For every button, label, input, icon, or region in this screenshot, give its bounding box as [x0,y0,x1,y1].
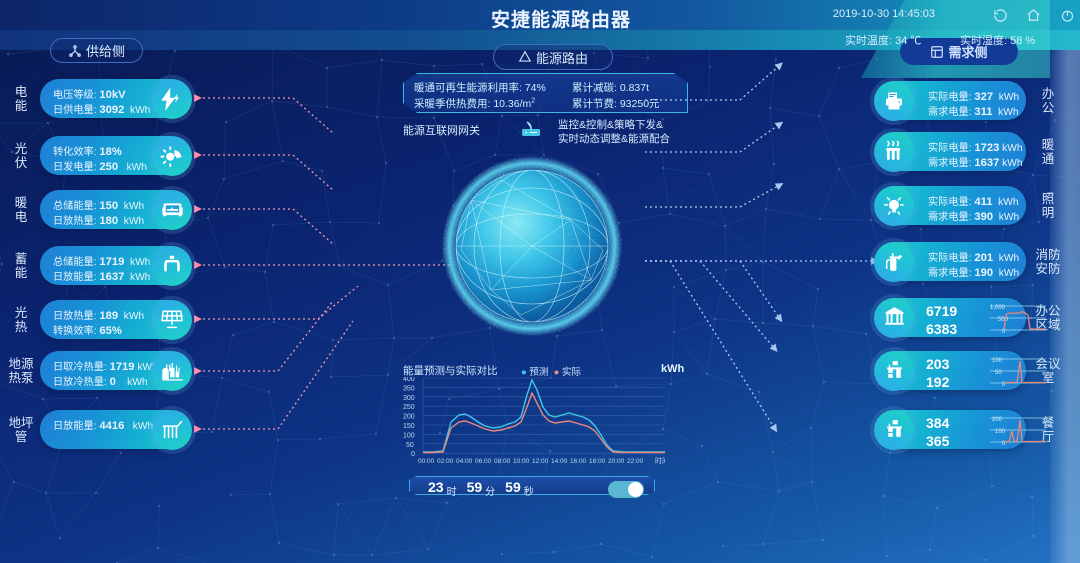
svg-text:10:00: 10:00 [513,458,530,465]
svg-text:04:00: 04:00 [456,458,473,465]
svg-text:500: 500 [998,317,1009,323]
svg-text:100: 100 [992,358,1003,364]
svg-text:0: 0 [411,451,415,458]
svg-text:1,000: 1,000 [990,305,1006,311]
svg-text:时间: 时间 [655,456,665,465]
svg-text:100: 100 [995,429,1006,435]
svg-text:08:00: 08:00 [494,458,511,465]
svg-text:200: 200 [403,414,415,421]
svg-text:350: 350 [403,385,415,392]
svg-text:22:00: 22:00 [627,458,644,465]
svg-text:300: 300 [403,395,415,402]
svg-text:12:00: 12:00 [532,458,549,465]
svg-text:02:00: 02:00 [437,458,454,465]
svg-text:50: 50 [995,370,1002,376]
svg-text:50: 50 [406,442,414,449]
svg-text:250: 250 [403,404,415,411]
svg-text:400: 400 [403,377,415,383]
svg-text:16:00: 16:00 [570,458,587,465]
svg-text:14:00: 14:00 [551,458,568,465]
svg-text:100: 100 [403,432,415,439]
svg-text:06:00: 06:00 [475,458,492,465]
svg-text:20:00: 20:00 [608,458,625,465]
svg-text:18:00: 18:00 [589,458,606,465]
svg-text:150: 150 [403,423,415,430]
svg-text:00:00: 00:00 [418,458,435,465]
svg-text:200: 200 [992,417,1003,423]
